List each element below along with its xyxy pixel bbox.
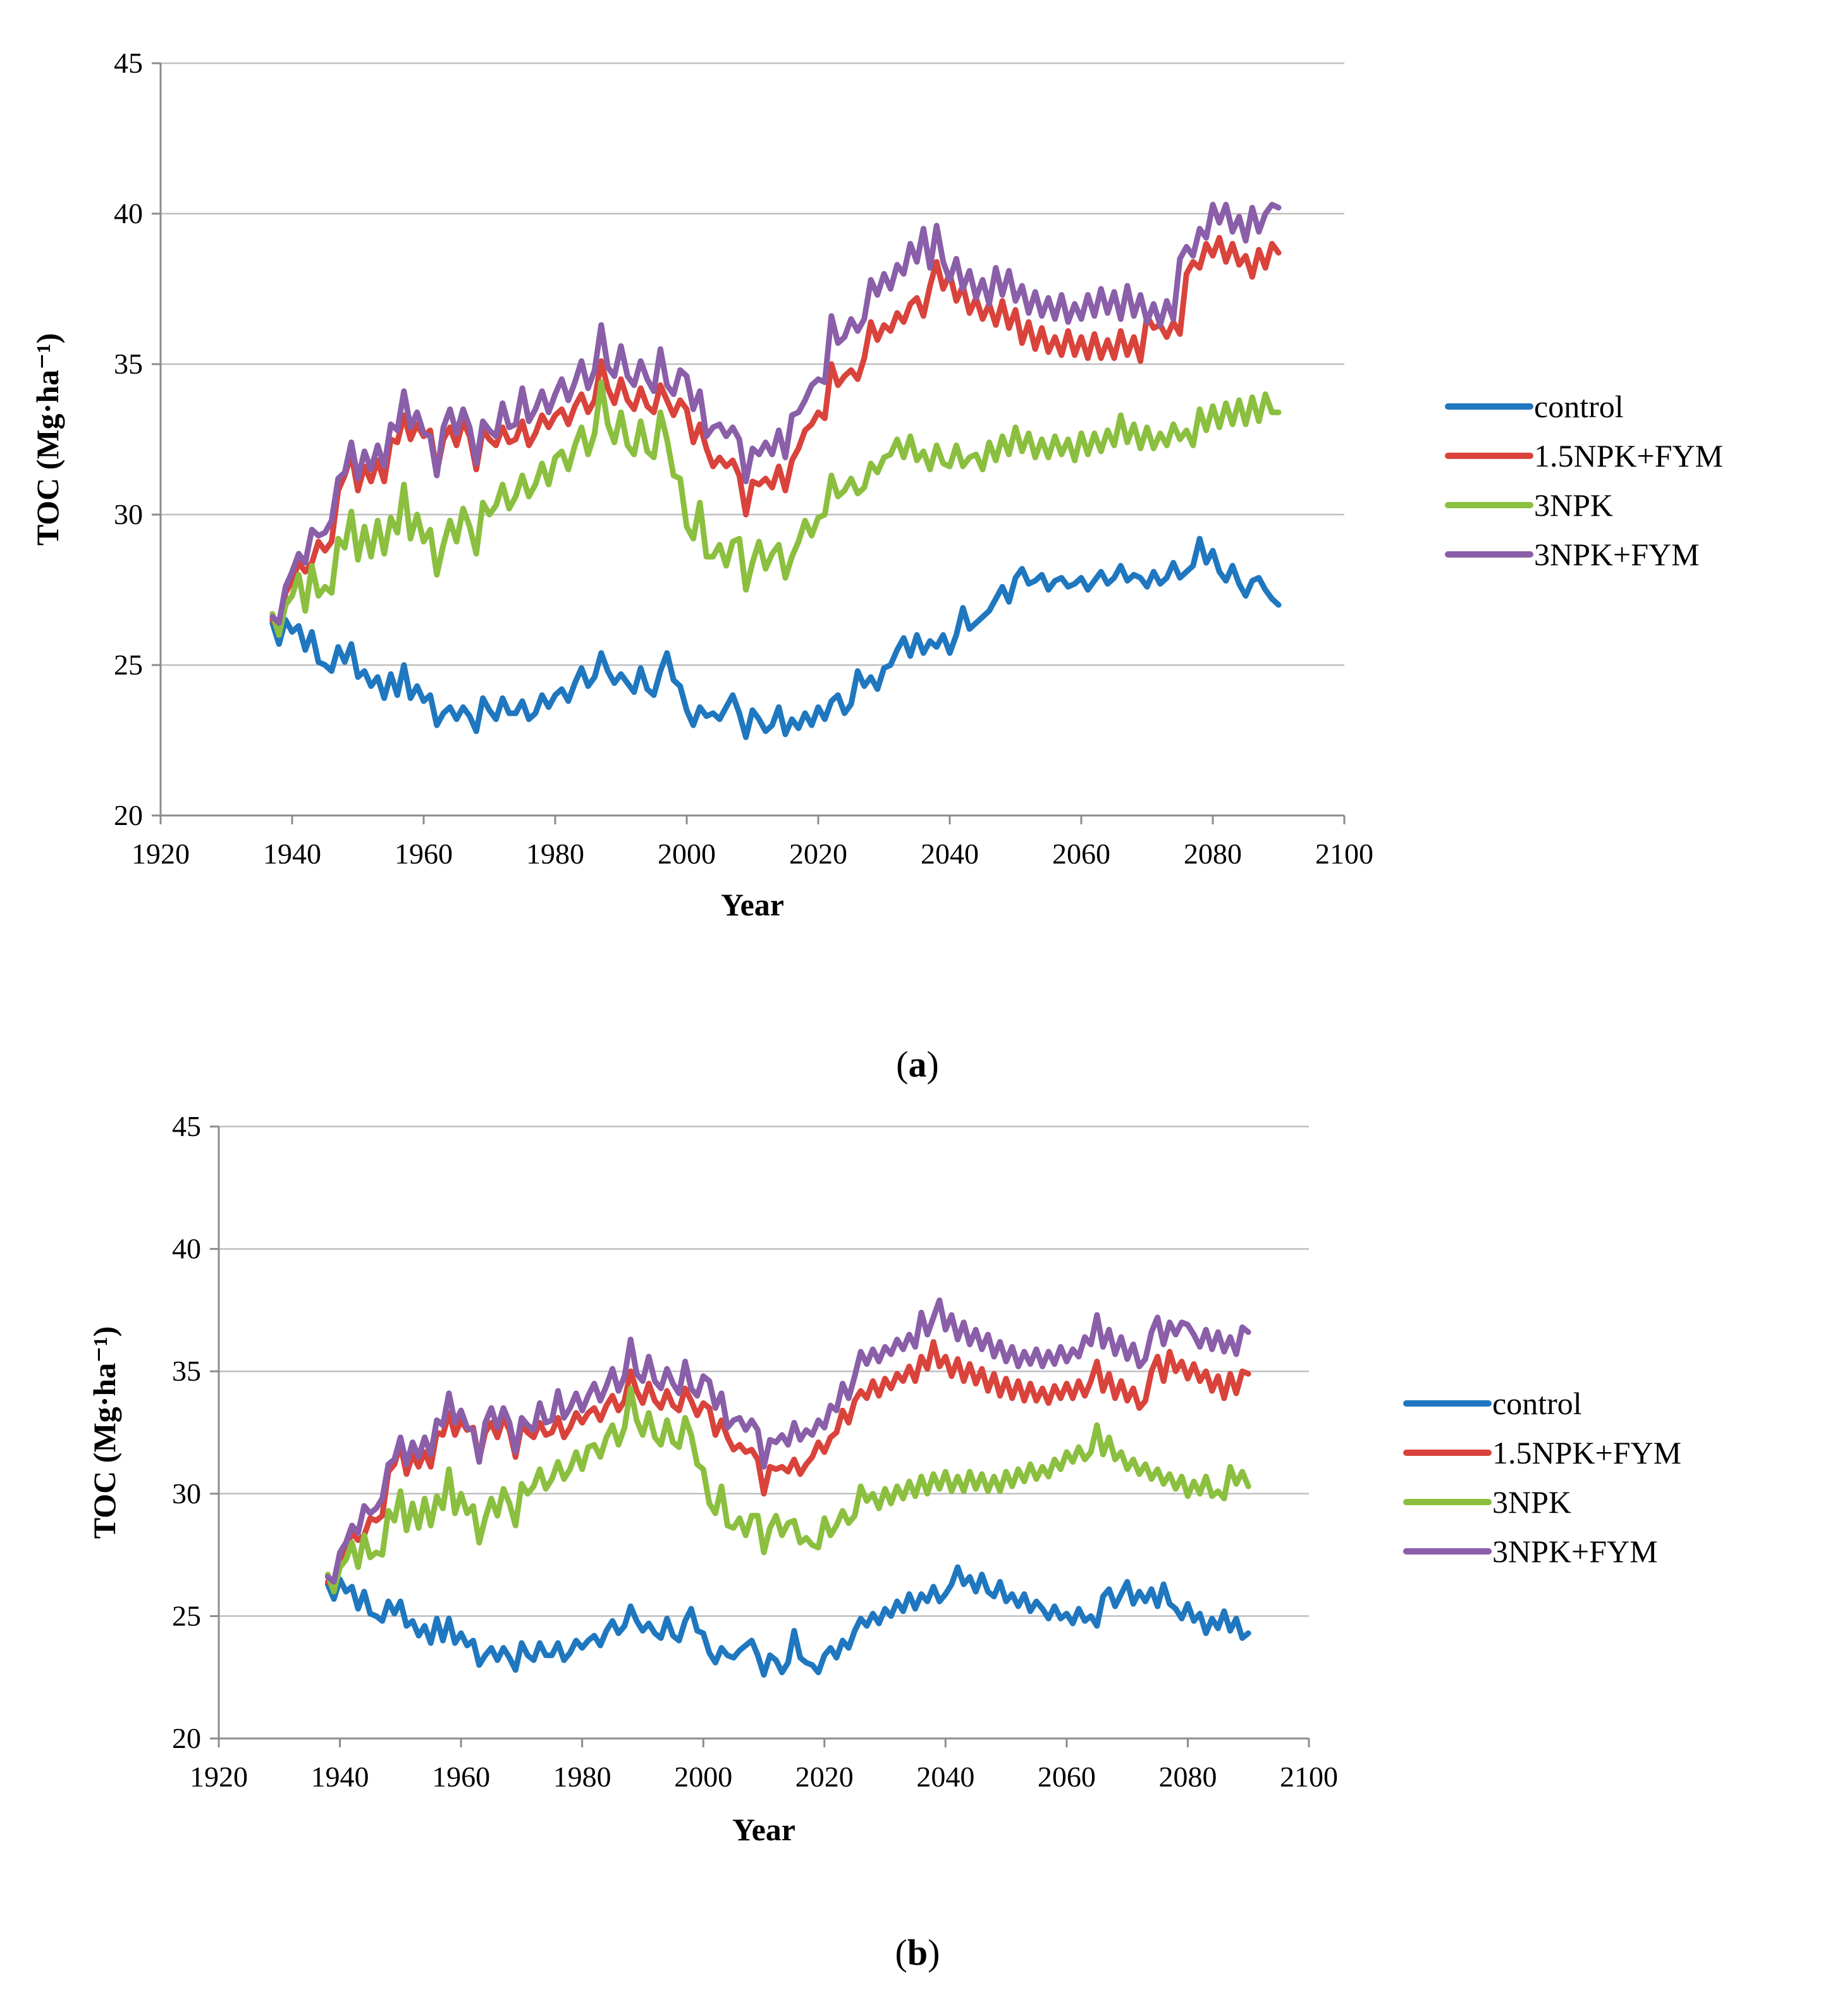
c1-x-tick-label: 2040 — [916, 1761, 974, 1793]
c1-legend-label: 3NPK+FYM — [1492, 1534, 1658, 1569]
c0-x-tick-label: 1920 — [132, 838, 190, 870]
c1-series-line-control — [324, 1564, 1251, 1678]
c1-x-tick-label: 1980 — [553, 1761, 611, 1793]
c1-y-tick-label: 20 — [172, 1722, 201, 1754]
caption-b-label: b — [907, 1932, 928, 1973]
c1-x-tick-label: 1960 — [432, 1761, 490, 1793]
c0-y-tick-label: 20 — [114, 799, 143, 831]
c1-series-line-3NPK+FYM — [324, 1297, 1251, 1585]
c1-y-tick-label: 40 — [172, 1233, 201, 1265]
c0-y-axis-title: TOC (Mg·ha⁻¹) — [30, 333, 65, 546]
c0-x-tick-label: 1980 — [526, 838, 584, 870]
chart-panel-a: 20 25 30 35 40 45 1920 1940 1960 1980 2000 2020 2040… — [0, 0, 1835, 961]
c1-y-axis-title: TOC (Mg·ha⁻¹) — [87, 1326, 122, 1539]
c0-legend-label: 3NPK+FYM — [1534, 537, 1700, 572]
c1-series-line-1.5NPK+FYM — [324, 1339, 1251, 1590]
c0-x-tick-label: 2040 — [921, 838, 979, 870]
c0-x-axis-title: Year — [721, 887, 784, 922]
c1-legend-label: 1.5NPK+FYM — [1492, 1435, 1681, 1470]
c0-series-line-3NPK+FYM — [269, 202, 1282, 626]
c1-legend-label: control — [1492, 1386, 1582, 1421]
c1-y-tick-label: 45 — [172, 1110, 201, 1142]
c0-y-tick-label: 40 — [114, 197, 143, 229]
c0-y-tick-label: 30 — [114, 498, 143, 530]
c0-y-tick-label: 45 — [114, 47, 143, 79]
c0-legend-label: 1.5NPK+FYM — [1534, 438, 1723, 473]
caption-b: (b) — [895, 1932, 940, 1973]
c1-x-tick-label: 2000 — [674, 1761, 732, 1793]
c1-series-line-3NPK — [324, 1385, 1251, 1595]
c1-x-tick-label: 2060 — [1038, 1761, 1096, 1793]
c0-x-tick-label: 1940 — [263, 838, 321, 870]
caption-a: (a) — [896, 1044, 939, 1085]
c0-legend-label: 3NPK — [1534, 487, 1613, 523]
c1-x-tick-label: 2100 — [1280, 1761, 1338, 1793]
c0-y-tick-label: 35 — [114, 348, 143, 380]
c0-x-tick-label: 2020 — [789, 838, 847, 870]
c0-series-line-control — [269, 535, 1282, 740]
c1-y-tick-label: 25 — [172, 1599, 201, 1632]
c0-x-tick-label: 2080 — [1184, 838, 1242, 870]
c1-y-tick-label: 35 — [172, 1355, 201, 1387]
c1-legend-label: 3NPK — [1492, 1484, 1571, 1520]
c1-x-tick-label: 1920 — [190, 1761, 248, 1793]
line-chart-a: 20 25 30 35 40 45 1920 1940 1960 1980 2000 2020 2040… — [30, 47, 1723, 922]
caption-a-label: a — [908, 1044, 927, 1085]
c0-y-tick-label: 25 — [114, 649, 143, 681]
line-chart-b: 20 25 30 35 40 45 1920 1940 1960 1980 2000 2020 2040… — [87, 1110, 1681, 1847]
c1-y-tick-label: 30 — [172, 1477, 201, 1510]
c1-x-axis-title: Year — [732, 1812, 795, 1847]
c0-x-tick-label: 2000 — [658, 838, 716, 870]
c1-x-tick-label: 1940 — [311, 1761, 369, 1793]
c0-x-tick-label: 2060 — [1052, 838, 1110, 870]
c1-x-tick-label: 2080 — [1158, 1761, 1217, 1793]
c1-x-tick-label: 2020 — [795, 1761, 854, 1793]
chart-panel-b: 20 25 30 35 40 45 1920 1940 1960 1980 2000 2020 2040… — [0, 1110, 1835, 2016]
c0-series-line-3NPK — [269, 379, 1282, 638]
c0-legend-label: control — [1534, 389, 1624, 424]
c0-x-tick-label: 1960 — [395, 838, 453, 870]
c0-x-tick-label: 2100 — [1315, 838, 1373, 870]
